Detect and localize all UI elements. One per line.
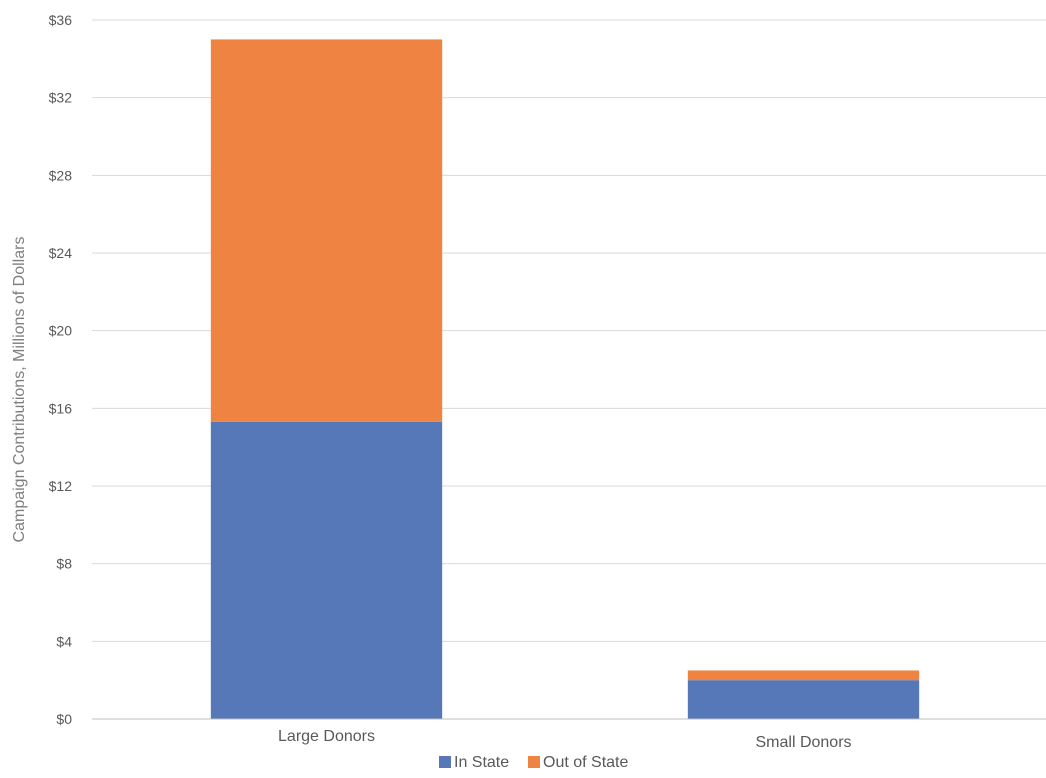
category-label: Large Donors [278, 728, 375, 745]
y-tick-label: $36 [49, 12, 73, 28]
legend-swatch [439, 756, 451, 768]
y-tick-label: $28 [49, 167, 73, 183]
y-tick-label: $8 [56, 556, 72, 572]
bar-large-donors-in-state [210, 421, 443, 719]
legend-entry: Out of State [543, 754, 628, 771]
bar-large-donors-out-of-state [210, 39, 443, 422]
legend-swatch [528, 756, 540, 768]
category-label: Small Donors [755, 734, 851, 751]
y-axis-label: Campaign Contributions, Millions of Doll… [11, 237, 28, 543]
y-tick-label: $24 [49, 245, 73, 261]
x-axis-category-labels: Large Donors Small Donors [278, 728, 851, 751]
y-tick-label: $20 [49, 323, 73, 339]
y-tick-label: $32 [49, 90, 73, 106]
bars [210, 39, 920, 719]
y-axis-tick-labels: $0 $4 $8 $12 $16 $20 $24 $28 $32 $36 [49, 12, 73, 727]
y-tick-label: $16 [49, 400, 73, 416]
legend: In State Out of State [439, 754, 628, 771]
legend-entry: In State [454, 754, 509, 771]
y-tick-label: $12 [49, 478, 73, 494]
y-tick-label: $0 [56, 711, 72, 727]
bar-small-donors-in-state [687, 680, 920, 719]
y-tick-label: $4 [56, 633, 72, 649]
bar-small-donors-out-of-state [687, 670, 920, 681]
